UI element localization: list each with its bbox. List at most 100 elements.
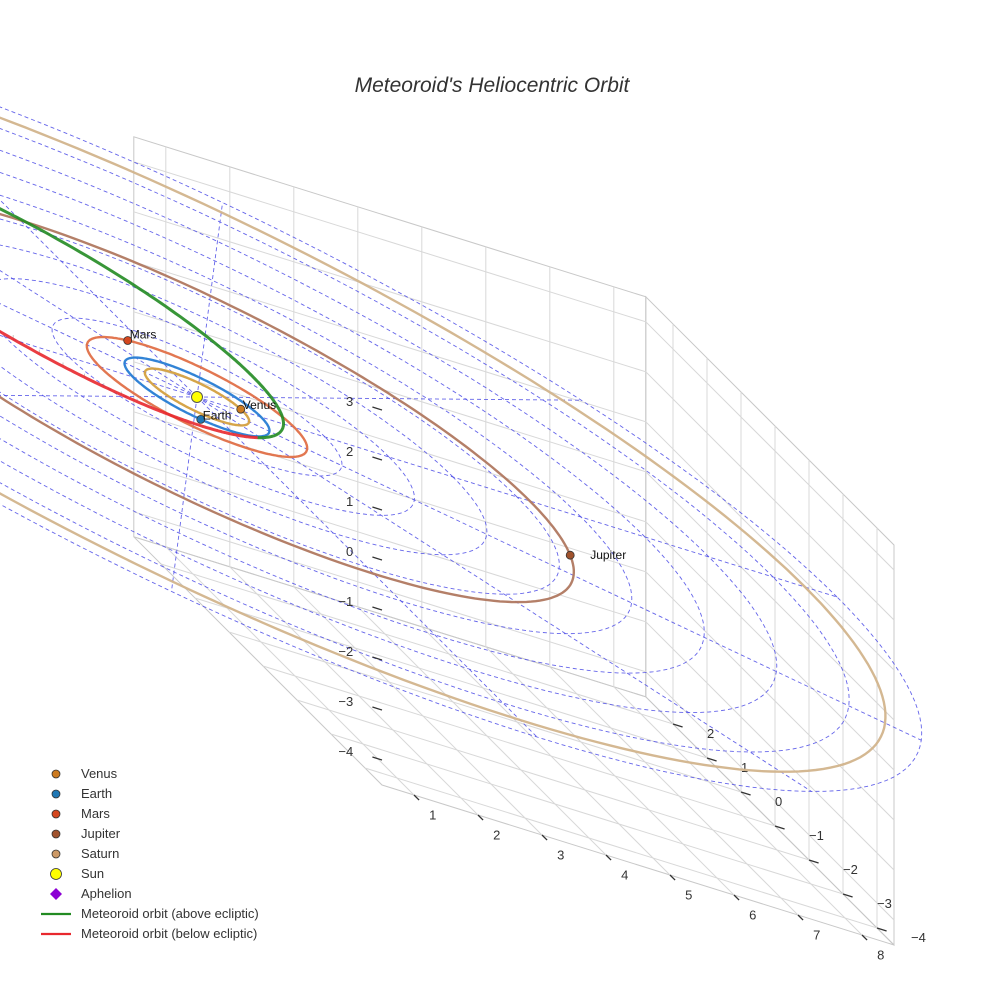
- legend-item[interactable]: Saturn: [40, 844, 340, 864]
- legend-marker: [51, 829, 61, 839]
- gridline-x: [421, 226, 671, 876]
- tick-mark-y: [842, 893, 853, 898]
- tick-mark-x: [669, 874, 676, 881]
- gridline-z: [133, 411, 895, 821]
- orbit-mars: [85, 335, 309, 459]
- tick-mark-z: [372, 406, 383, 411]
- legend-label: Mars: [81, 806, 110, 821]
- tick-mark-y: [672, 723, 683, 728]
- tick-label-y: −2: [843, 862, 858, 877]
- legend-item[interactable]: Meteoroid orbit (above ecliptic): [40, 904, 340, 924]
- tick-label-z: −4: [338, 744, 353, 759]
- tick-mark-x: [797, 914, 804, 921]
- tick-mark-z: [372, 606, 383, 611]
- legend-label: Sun: [81, 866, 105, 881]
- tick-label-x: 4: [621, 868, 628, 883]
- tick-label-z: 2: [346, 444, 353, 459]
- tick-label-y: −4: [911, 930, 926, 945]
- meteoroid-orbit: [0, 207, 285, 440]
- legend-item[interactable]: Sun: [40, 864, 340, 884]
- ecliptic-spoke: [0, 199, 198, 398]
- venus-marker: [236, 404, 246, 414]
- legend-item[interactable]: Jupiter: [40, 824, 340, 844]
- gridline-x: [485, 246, 735, 896]
- tick-label-x: 3: [557, 848, 564, 863]
- gridline-x: [613, 286, 863, 936]
- venus-label: Venus: [243, 398, 276, 412]
- gridline-z: [133, 311, 895, 721]
- gridline-z: [133, 161, 895, 571]
- gridline-y: [330, 494, 844, 895]
- legend-label: Saturn: [81, 846, 120, 861]
- ecliptic-spoke: [196, 396, 922, 741]
- legend-marker: [51, 769, 61, 779]
- ecliptic-ring: [0, 149, 778, 714]
- legend-symbol: [41, 912, 71, 916]
- tick-label-z: −3: [338, 694, 353, 709]
- tick-label-x: 7: [813, 928, 820, 943]
- legend-marker: [51, 789, 61, 799]
- gridline-z: [133, 511, 895, 921]
- legend-symbol: [50, 868, 62, 880]
- ecliptic-spoke: [0, 303, 198, 398]
- legend-symbol: [50, 888, 62, 900]
- chart-title: Meteoroid's Heliocentric Orbit: [354, 74, 630, 97]
- tick-mark-x: [605, 854, 612, 861]
- tick-mark-x: [413, 794, 420, 801]
- earth-marker: [196, 414, 206, 424]
- gridline-z: [133, 361, 895, 771]
- tick-label-x: 1: [429, 808, 436, 823]
- ecliptic-ring: [0, 244, 488, 556]
- gridline-x: [229, 166, 479, 816]
- panel-floor-xy: [133, 536, 895, 946]
- ecliptic-spoke: [196, 396, 582, 401]
- gridline-z: [133, 461, 895, 871]
- ecliptic-ring: [0, 171, 705, 674]
- legend-marker: [51, 849, 61, 859]
- tick-mark-z: [372, 656, 383, 661]
- legend-symbol: [51, 829, 61, 839]
- ecliptic-ring: [51, 317, 343, 477]
- gridline-y: [160, 324, 674, 725]
- sun-marker: [191, 391, 203, 403]
- legend-item[interactable]: Earth: [40, 784, 340, 804]
- legend-item[interactable]: Meteoroid orbit (below ecliptic): [40, 924, 340, 944]
- tick-mark-z: [372, 506, 383, 511]
- tick-label-y: 0: [775, 794, 782, 809]
- tick-mark-x: [733, 894, 740, 901]
- meteoroid-orbit-below: [0, 329, 258, 440]
- tick-mark-z: [372, 706, 383, 711]
- ecliptic-grid: [0, 106, 923, 792]
- ecliptic-spoke: [171, 396, 198, 592]
- orbit-jupiter: [0, 212, 575, 604]
- tick-mark-y: [740, 791, 751, 796]
- tick-mark-y: [774, 825, 785, 830]
- legend-item[interactable]: Venus: [40, 764, 340, 784]
- gridline-x: [293, 186, 543, 836]
- legend-symbol: [51, 769, 61, 779]
- tick-label-z: 0: [346, 544, 353, 559]
- ecliptic-spoke: [196, 396, 812, 792]
- planet-orbits: [0, 116, 887, 773]
- ecliptic-spoke: [196, 396, 538, 738]
- legend-label: Meteoroid orbit (below ecliptic): [81, 926, 258, 941]
- legend-symbol: [51, 809, 61, 819]
- legend-symbol: [41, 932, 71, 936]
- jupiter-marker: [565, 550, 575, 560]
- legend-item[interactable]: Mars: [40, 804, 340, 824]
- tick-mark-x: [477, 814, 484, 821]
- legend-item[interactable]: Aphelion: [40, 884, 340, 904]
- gridline-y: [296, 460, 810, 861]
- orbit-venus: [143, 367, 251, 427]
- gridline-z: [133, 261, 895, 671]
- legend-label: Earth: [81, 786, 113, 801]
- mars-marker: [123, 336, 133, 345]
- legend-label: Venus: [81, 766, 118, 781]
- mars-label: Mars: [130, 327, 157, 341]
- tick-mark-z: [372, 556, 383, 561]
- tick-label-y: 2: [707, 726, 714, 741]
- tick-mark-y: [876, 927, 887, 932]
- jupiter-label: Jupiter: [590, 548, 626, 562]
